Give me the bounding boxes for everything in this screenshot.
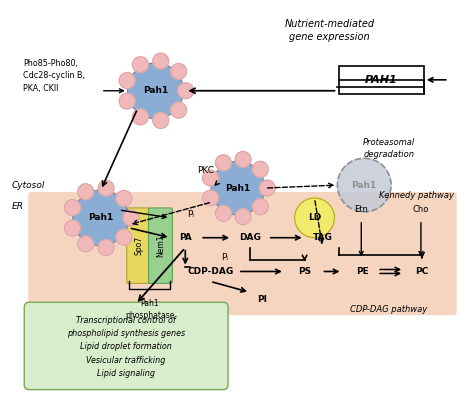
Circle shape — [178, 83, 194, 99]
Text: Pah1
phosphatase: Pah1 phosphatase — [125, 299, 174, 320]
Text: Kennedy pathway: Kennedy pathway — [380, 191, 455, 199]
Text: Pᵢ: Pᵢ — [187, 210, 194, 219]
Text: Transcriptional control of
phospholipid synthesis genes
Lipid droplet formation
: Transcriptional control of phospholipid … — [66, 316, 185, 378]
Circle shape — [259, 180, 275, 196]
Text: Pᵢ: Pᵢ — [221, 253, 228, 262]
Text: DAG: DAG — [239, 233, 261, 242]
Text: LD: LD — [308, 214, 321, 222]
Circle shape — [202, 190, 219, 206]
Circle shape — [73, 190, 128, 245]
Text: PE: PE — [356, 267, 369, 276]
Text: ER: ER — [11, 203, 23, 212]
Circle shape — [132, 57, 148, 72]
FancyBboxPatch shape — [28, 192, 457, 315]
Circle shape — [78, 184, 94, 200]
FancyBboxPatch shape — [127, 208, 151, 283]
Circle shape — [128, 63, 183, 119]
Circle shape — [64, 200, 81, 216]
Circle shape — [295, 198, 335, 238]
Text: Etn: Etn — [355, 205, 368, 214]
Circle shape — [337, 158, 391, 212]
Text: Pah1: Pah1 — [143, 86, 168, 95]
Circle shape — [98, 180, 114, 196]
Text: Cho: Cho — [413, 205, 429, 214]
Text: Pho85-Pho80,
Cdc28-cyclin B,
PKA, CKII: Pho85-Pho80, Cdc28-cyclin B, PKA, CKII — [23, 59, 85, 93]
Text: Cytosol: Cytosol — [11, 180, 45, 190]
Circle shape — [116, 191, 132, 206]
Text: Pah1: Pah1 — [225, 184, 251, 193]
Circle shape — [123, 210, 139, 226]
Text: PI: PI — [257, 295, 267, 304]
Text: Spo7: Spo7 — [134, 236, 143, 255]
Circle shape — [215, 205, 231, 221]
Text: PS: PS — [298, 267, 311, 276]
Circle shape — [171, 102, 187, 118]
FancyBboxPatch shape — [148, 208, 173, 283]
Text: CDP-DAG: CDP-DAG — [187, 267, 233, 276]
Text: CDP-DAG pathway: CDP-DAG pathway — [350, 305, 428, 314]
Circle shape — [253, 162, 268, 177]
Text: TAG: TAG — [312, 233, 332, 242]
FancyBboxPatch shape — [24, 302, 228, 390]
Text: Pah1: Pah1 — [352, 180, 377, 190]
Circle shape — [132, 109, 148, 125]
Circle shape — [215, 155, 231, 171]
Circle shape — [119, 93, 135, 109]
FancyBboxPatch shape — [339, 66, 424, 94]
Text: Pah1: Pah1 — [88, 214, 113, 222]
Text: PC: PC — [415, 267, 428, 276]
Text: Proteasomal
degradation: Proteasomal degradation — [363, 138, 415, 159]
Circle shape — [171, 63, 187, 79]
Text: PAH1: PAH1 — [365, 75, 398, 85]
Circle shape — [116, 229, 132, 245]
Circle shape — [153, 113, 169, 128]
Circle shape — [235, 151, 251, 167]
Circle shape — [211, 161, 265, 215]
Circle shape — [78, 236, 94, 252]
Circle shape — [98, 240, 114, 256]
Text: Nem1: Nem1 — [156, 234, 165, 257]
Circle shape — [235, 209, 251, 225]
Circle shape — [119, 72, 135, 88]
Circle shape — [253, 199, 268, 215]
Circle shape — [202, 170, 219, 186]
Text: Nutrient-mediated
gene expression: Nutrient-mediated gene expression — [284, 19, 374, 43]
Circle shape — [64, 220, 81, 236]
Circle shape — [153, 53, 169, 69]
Text: PKC: PKC — [197, 166, 214, 175]
Text: PA: PA — [179, 233, 191, 242]
